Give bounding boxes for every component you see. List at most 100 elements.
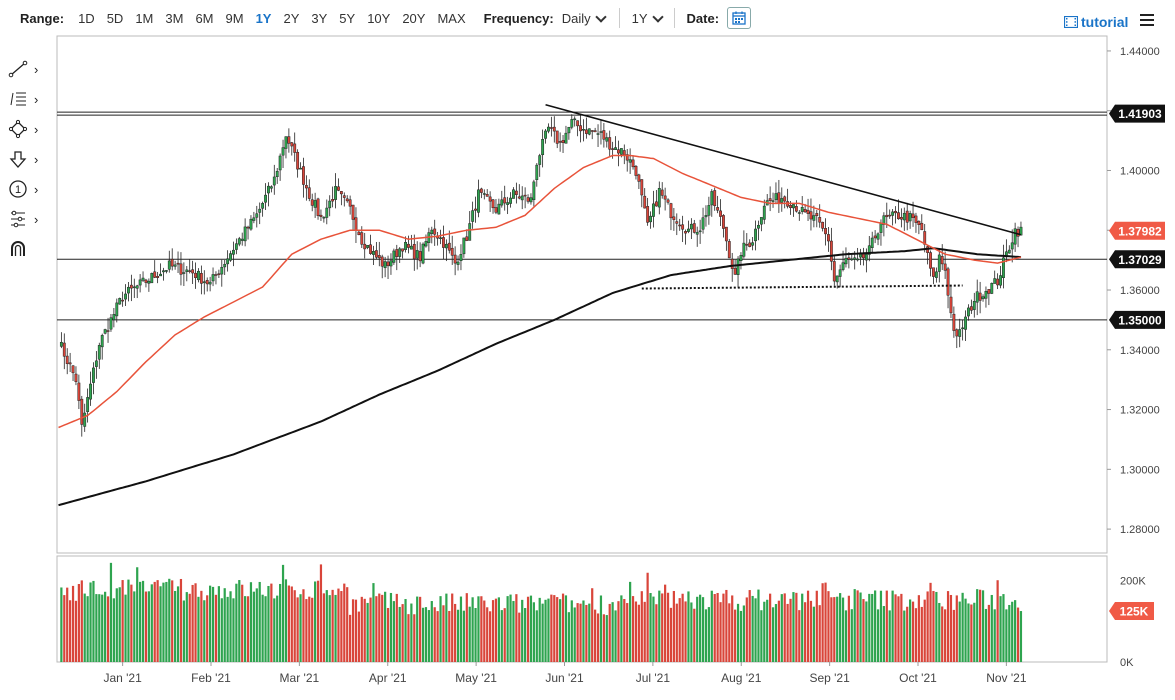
volume-bar [774,604,778,662]
volume-bar [448,610,451,662]
candle-up [587,128,591,135]
volume-bar [459,596,463,662]
volume-bar [252,591,255,662]
volume-bar [760,610,763,662]
candle-up [870,237,874,248]
candle-up [990,282,994,294]
tutorial-link[interactable]: tutorial [1064,14,1128,30]
candle-down [675,221,679,224]
candle-up [628,159,632,163]
range-button-5d[interactable]: 5D [106,10,124,26]
volume-bar [687,591,690,662]
candle-down [71,365,75,374]
arrow-tool-button[interactable]: › [8,144,52,174]
range-button-2y[interactable]: 2Y [283,10,300,26]
volume-bar [354,599,358,662]
volume-bar [188,593,191,662]
volume-bar [206,595,209,662]
line-tool-button[interactable]: › [8,54,52,84]
candle-down [345,198,349,202]
candle-down [873,235,877,239]
candle-up [366,245,370,248]
shape-tool-button[interactable]: › [8,114,52,144]
period-dropdown[interactable]: 1Y [631,10,664,26]
candle-up [439,237,442,239]
candle-down [488,196,492,202]
candle-up [112,314,116,321]
candle-up [313,200,317,208]
volume-bar [821,583,824,662]
candle-up [264,194,267,203]
volume-bar [559,599,562,662]
measure-tool-button[interactable]: › [8,204,52,234]
candle-down [442,237,445,248]
volume-bar [290,586,293,662]
calendar-button[interactable] [727,7,752,29]
volume-bar [124,594,127,662]
volume-bar [249,582,253,662]
volume-bar [246,596,250,662]
volume-bar [451,593,454,662]
candle-down [713,190,717,207]
fib-levels-icon [10,92,26,106]
volume-bar [489,611,492,662]
candle-up [864,254,868,261]
volume-bar [526,596,530,662]
number-marker-button[interactable]: 1 › [8,174,52,204]
volume-bar [491,600,495,662]
candle-down [360,232,364,245]
candle-up [334,186,337,200]
candle-down [491,199,495,209]
magnet-tool-button[interactable] [8,234,52,264]
candle-up [687,228,690,232]
range-button-5y[interactable]: 5Y [339,10,356,26]
plot-frame [56,35,1108,554]
candle-up [456,261,460,265]
candle-up [908,213,912,222]
candle-up [462,237,466,255]
volume-bar [372,583,375,662]
hamburger-menu-icon[interactable] [1140,11,1154,29]
price-tick-label: 1.40000 [1120,165,1160,177]
volume-bar [911,601,915,662]
range-button-1d[interactable]: 1D [78,10,95,26]
range-button-3m[interactable]: 3M [165,10,184,26]
candle-up [118,298,122,305]
volume-bar [92,580,95,662]
range-button-10y[interactable]: 10Y [367,10,391,26]
candle-up [792,204,795,209]
volume-bar [929,582,932,662]
range-button-3y[interactable]: 3Y [311,10,328,26]
volume-bar [509,594,512,662]
volume-bar [675,603,678,662]
candle-up [404,241,407,250]
volume-bar [474,607,477,662]
range-button-9m[interactable]: 9M [225,10,244,26]
range-button-1y[interactable]: 1Y [255,10,272,26]
volume-bar [847,595,850,662]
fib-tool-button[interactable]: › [8,84,52,114]
candle-up [614,147,617,150]
volume-bar [678,598,681,662]
range-button-20y[interactable]: 20Y [402,10,426,26]
volume-bar [786,603,789,662]
candle-up [103,329,107,334]
volume-bar [602,614,605,662]
period-value: 1Y [631,10,648,26]
candle-down [669,203,673,219]
candle-down [412,244,416,260]
candle-up [182,272,186,274]
range-button-6m[interactable]: 6M [195,10,214,26]
candle-down [62,342,66,357]
frequency-dropdown[interactable]: Daily [562,11,607,26]
volume-bar [617,601,620,662]
range-button-1m[interactable]: 1M [135,10,154,26]
volume-bar [486,607,489,662]
volume-bar [582,600,585,662]
candle-down [681,224,685,230]
range-button-max[interactable]: MAX [437,10,466,26]
volume-bar [1019,611,1023,662]
volume-bar [328,595,331,662]
volume-bar [337,588,340,662]
